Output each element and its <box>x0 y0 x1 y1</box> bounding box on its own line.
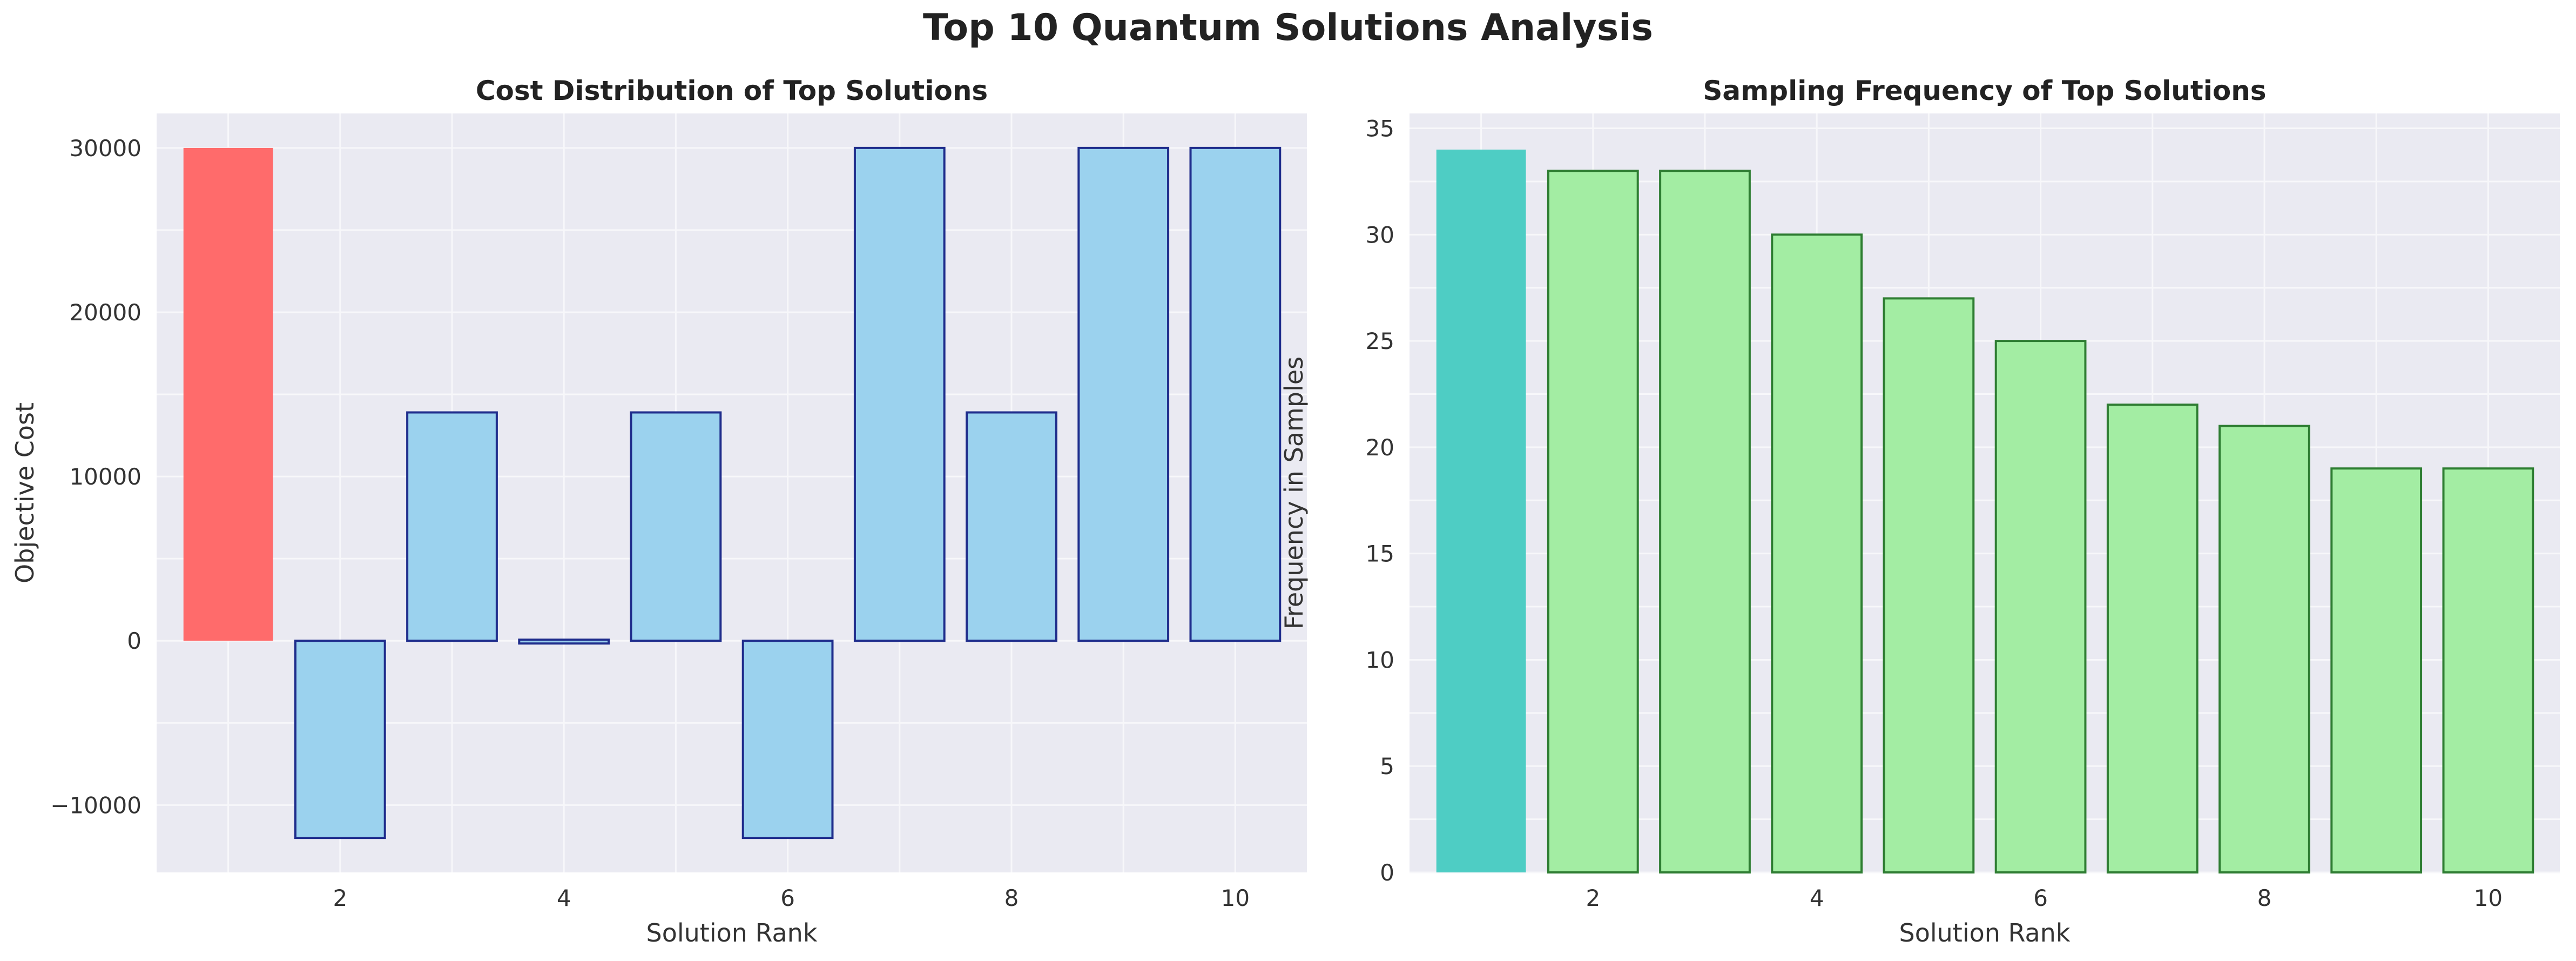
y-tick-label: 35 <box>1366 116 1394 142</box>
x-tick-label: 4 <box>1810 885 1824 911</box>
y-tick-label: 20 <box>1366 434 1394 461</box>
bar-rank-5 <box>1883 297 1975 874</box>
bar-rank-4 <box>518 639 610 645</box>
y-tick-label: 15 <box>1366 541 1394 567</box>
bar-rank-3 <box>406 411 498 642</box>
bar-rank-4 <box>1771 233 1863 873</box>
y-tick-label: 0 <box>1380 859 1394 886</box>
bar-rank-1 <box>183 147 273 641</box>
bar-rank-7 <box>2106 404 2199 873</box>
x-tick-label: 2 <box>333 885 347 911</box>
x-tick-label: 10 <box>2474 885 2503 911</box>
bar-rank-8 <box>2218 425 2310 873</box>
y-tick-label: 20000 <box>69 299 141 326</box>
bar-rank-9 <box>2330 467 2423 873</box>
bar-rank-10 <box>1189 146 1282 642</box>
x-tick-label: 8 <box>2257 885 2272 911</box>
bar-rank-9 <box>1077 146 1170 642</box>
bar-rank-2 <box>1547 170 1639 873</box>
y-tick-label: −10000 <box>50 792 141 818</box>
x-tick-label: 8 <box>1004 885 1019 911</box>
y-tick-label: 10 <box>1366 647 1394 673</box>
x-tick-label: 2 <box>1586 885 1600 911</box>
y-tick-label: 30 <box>1366 221 1394 248</box>
y-tick-label: 25 <box>1366 328 1394 354</box>
y-tick-label: 10000 <box>69 463 141 490</box>
figure-title: Top 10 Quantum Solutions Analysis <box>923 6 1653 49</box>
bar-rank-1 <box>1436 149 1526 872</box>
x-tick-label: 6 <box>780 885 795 911</box>
x-tick-label: 6 <box>2033 885 2048 911</box>
bar-rank-3 <box>1659 170 1751 873</box>
panel-title-1: Cost Distribution of Top Solutions <box>476 75 988 106</box>
x-tick-label: 4 <box>557 885 571 911</box>
x-axis-label: Solution Rank <box>646 918 818 947</box>
y-axis-label: Objective Cost <box>10 402 39 583</box>
bar-rank-5 <box>630 411 722 642</box>
bar-rank-2 <box>294 640 386 839</box>
bar-rank-6 <box>741 640 834 839</box>
bar-rank-7 <box>853 146 946 642</box>
y-tick-label: 0 <box>127 628 141 654</box>
y-tick-label: 5 <box>1380 753 1394 779</box>
x-tick-label: 10 <box>1221 885 1250 911</box>
y-axis-label: Frequency in Samples <box>1279 357 1309 629</box>
y-tick-label: 30000 <box>69 135 141 162</box>
bar-rank-6 <box>1994 340 2087 873</box>
panel-title-2: Sampling Frequency of Top Solutions <box>1703 75 2266 106</box>
bar-rank-10 <box>2442 467 2534 873</box>
bar-rank-8 <box>966 411 1057 642</box>
x-axis-label: Solution Rank <box>1899 918 2071 947</box>
